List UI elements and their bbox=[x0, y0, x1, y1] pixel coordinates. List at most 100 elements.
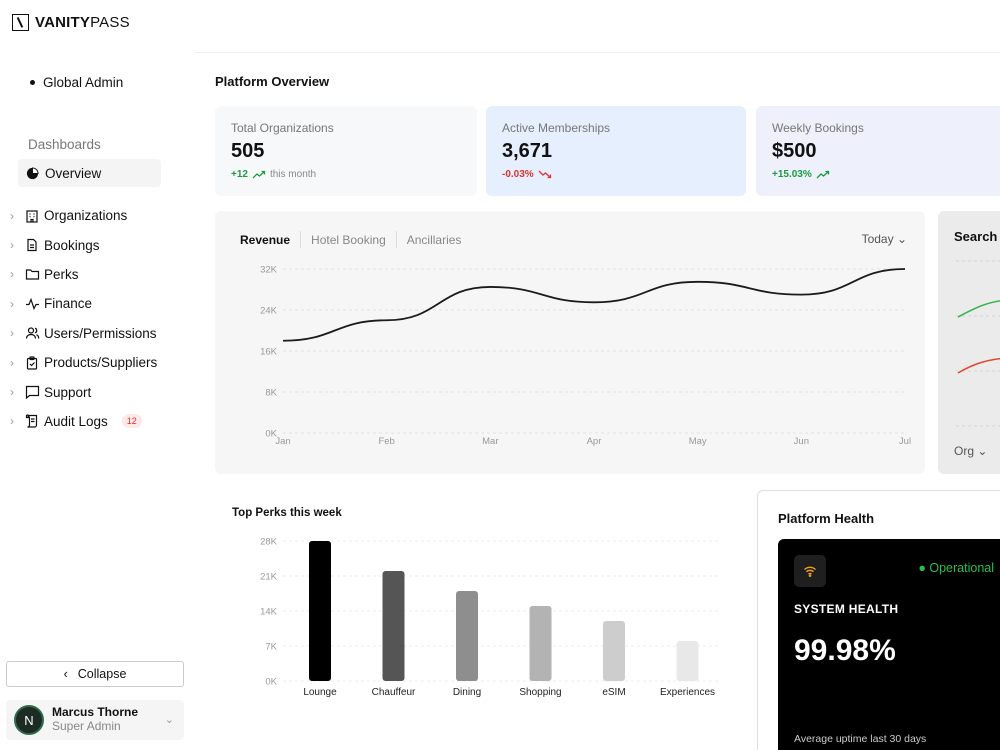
platform-health-title: Platform Health bbox=[778, 511, 875, 526]
logo-mark-icon bbox=[12, 14, 29, 31]
y-tick-label: 8K bbox=[265, 388, 277, 399]
x-tick-label: Mar bbox=[482, 436, 498, 447]
top-perks-bar-chart: 0K 7K 14K 21K 28K Lounge Chauffeur Dining Shoppi… bbox=[260, 537, 720, 698]
sidebar-nav: › Organizations › Bookings › Perks › bbox=[0, 201, 195, 436]
collapse-label: Collapse bbox=[77, 667, 127, 681]
header-divider bbox=[195, 52, 1000, 53]
status-text: Operational bbox=[929, 561, 994, 575]
stat-label: Active Memberships bbox=[502, 121, 611, 135]
stat-delta: +15.03% bbox=[772, 169, 1000, 180]
status-dot-icon: ● bbox=[918, 561, 926, 575]
document-icon bbox=[24, 237, 40, 253]
user-menu[interactable]: N Marcus Thorne Super Admin ⌄ bbox=[6, 700, 184, 740]
delta-value: -0.03% bbox=[502, 169, 534, 180]
stat-card-weekly-bookings[interactable]: Weekly Bookings $500 +15.03% bbox=[756, 106, 1000, 196]
stat-card-total-organizations[interactable]: Total Organizations 505 +12 this month bbox=[215, 106, 477, 196]
bar[interactable] bbox=[382, 571, 405, 681]
chevron-left-icon: ‹ bbox=[63, 667, 68, 681]
tab-revenue[interactable]: Revenue bbox=[240, 232, 291, 247]
org-filter-select[interactable]: Org ⌄ bbox=[954, 444, 987, 458]
sidebar-item-label: Perks bbox=[44, 266, 79, 282]
chevron-right-icon: › bbox=[10, 296, 14, 311]
y-tick-label: 21K bbox=[260, 572, 278, 583]
collapse-sidebar-button[interactable]: ‹ Collapse bbox=[6, 661, 184, 687]
chevron-right-icon: › bbox=[10, 385, 14, 400]
sidebar-item-perks[interactable]: › Perks bbox=[0, 260, 195, 289]
audit-log-count-badge: 12 bbox=[121, 414, 142, 429]
bullet-icon bbox=[30, 80, 35, 85]
chevron-right-icon: › bbox=[10, 238, 14, 253]
x-tick-label: Experiences bbox=[660, 687, 715, 698]
x-tick-label: Jan bbox=[275, 436, 290, 447]
revenue-series-line bbox=[282, 268, 906, 342]
bar[interactable] bbox=[603, 621, 625, 681]
users-icon bbox=[24, 325, 40, 341]
chevron-right-icon: › bbox=[10, 208, 14, 223]
sidebar-item-label: Products/Suppliers bbox=[44, 355, 158, 371]
system-health-panel: ● Operational SYSTEM HEALTH 99.98% Avera… bbox=[778, 539, 1000, 750]
sidebar-item-label: Bookings bbox=[44, 237, 100, 253]
y-tick-label: 14K bbox=[260, 607, 278, 618]
x-tick-label: Lounge bbox=[303, 687, 337, 698]
sidebar-item-users-permissions[interactable]: › Users/Permissions bbox=[0, 319, 195, 348]
sidebar-item-support[interactable]: › Support bbox=[0, 377, 195, 406]
chevron-right-icon: › bbox=[10, 267, 14, 282]
folder-icon bbox=[24, 266, 40, 282]
stat-delta: -0.03% bbox=[502, 169, 730, 180]
delta-note: this month bbox=[269, 169, 317, 180]
chevron-right-icon: › bbox=[10, 326, 14, 341]
search-chart-card: Search Org ⌄ bbox=[938, 211, 1000, 474]
building-icon bbox=[24, 208, 40, 224]
tab-ancillaries[interactable]: Ancillaries bbox=[395, 231, 472, 248]
sidebar-item-overview[interactable]: Overview bbox=[18, 159, 161, 187]
x-tick-label: Dining bbox=[453, 687, 481, 698]
chevron-right-icon: › bbox=[10, 414, 14, 429]
search-card-title: Search bbox=[954, 229, 998, 244]
x-tick-label: eSIM bbox=[602, 687, 625, 698]
chevron-down-icon: ⌄ bbox=[977, 444, 988, 458]
sidebar-item-products-suppliers[interactable]: › Products/Suppliers bbox=[0, 348, 195, 377]
bar[interactable] bbox=[456, 591, 478, 681]
system-health-label: SYSTEM HEALTH bbox=[794, 602, 899, 616]
bar[interactable] bbox=[309, 541, 331, 681]
status-badge: ● Operational bbox=[918, 561, 994, 575]
x-tick-label: Apr bbox=[587, 436, 602, 447]
sidebar-item-label: Users/Permissions bbox=[44, 325, 157, 341]
y-tick-label: 32K bbox=[260, 265, 278, 276]
sidebar-item-label: Support bbox=[44, 384, 92, 400]
chevron-right-icon: › bbox=[10, 355, 14, 370]
trend-up-icon bbox=[816, 170, 829, 179]
system-health-note: Average uptime last 30 days bbox=[794, 733, 927, 745]
x-tick-label: Chauffeur bbox=[372, 687, 416, 698]
y-tick-label: 0K bbox=[265, 429, 277, 440]
x-tick-label: Shopping bbox=[519, 687, 561, 698]
user-name: Marcus Thorne bbox=[52, 705, 139, 720]
delta-value: +12 bbox=[231, 169, 248, 180]
sidebar-item-finance[interactable]: › Finance bbox=[0, 289, 195, 318]
dashboards-section-label: Dashboards bbox=[28, 137, 101, 152]
tab-hotel-booking[interactable]: Hotel Booking bbox=[300, 231, 396, 248]
sidebar-item-label: Overview bbox=[45, 165, 102, 181]
chat-icon bbox=[24, 384, 40, 400]
stat-value: 3,671 bbox=[502, 140, 553, 162]
revenue-chart-card: Revenue Hotel Booking Ancillaries Today … bbox=[215, 211, 925, 474]
y-tick-label: 16K bbox=[260, 347, 278, 358]
sidebar-item-bookings[interactable]: › Bookings bbox=[0, 230, 195, 259]
activity-icon bbox=[24, 296, 40, 312]
user-role: Super Admin bbox=[52, 719, 121, 733]
trend-down-icon bbox=[538, 170, 551, 179]
wifi-icon bbox=[794, 555, 826, 587]
system-health-value: 99.98% bbox=[794, 634, 896, 667]
stat-card-active-memberships[interactable]: Active Memberships 3,671 -0.03% bbox=[486, 106, 746, 196]
range-select[interactable]: Today ⌄ bbox=[862, 232, 907, 246]
stat-label: Weekly Bookings bbox=[772, 121, 864, 135]
brand-logo[interactable]: VANITYPASS bbox=[12, 14, 130, 31]
stat-value: 505 bbox=[231, 140, 265, 162]
user-info: Marcus Thorne Super Admin bbox=[52, 705, 139, 734]
sidebar-item-audit-logs[interactable]: › Audit Logs 12 bbox=[0, 407, 195, 436]
bar[interactable] bbox=[676, 641, 699, 681]
stat-value: $500 bbox=[772, 140, 817, 162]
bar[interactable] bbox=[529, 606, 552, 681]
sidebar-item-organizations[interactable]: › Organizations bbox=[0, 201, 195, 230]
sidebar-item-label: Finance bbox=[44, 296, 93, 312]
